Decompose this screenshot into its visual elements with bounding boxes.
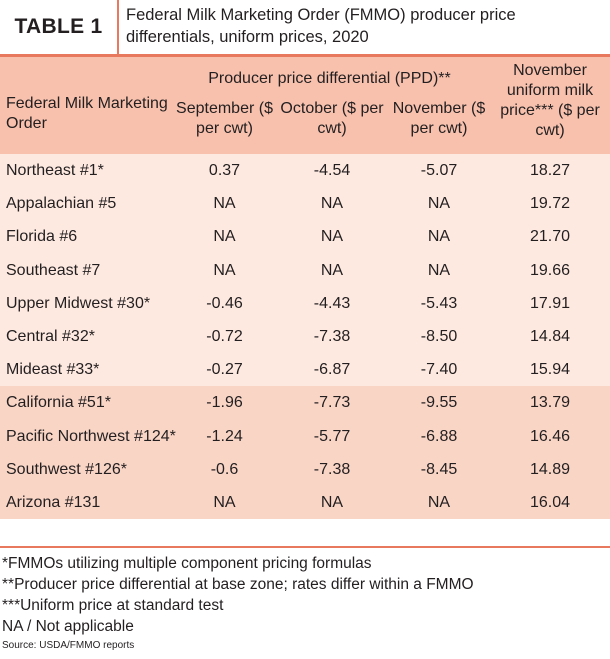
table-row: California #51* -1.96 -7.73 -9.55 13.79: [0, 386, 610, 420]
cell-order: Upper Midwest #30*: [6, 294, 151, 312]
cell-november: -9.55: [420, 394, 458, 412]
table-row: Pacific Northwest #124* -1.24 -5.77 -6.8…: [0, 419, 610, 453]
cell-september: -1.96: [206, 394, 243, 412]
cell-october: NA: [320, 195, 344, 213]
cell-uniform: 17.91: [529, 294, 571, 312]
header-ppd-group: Producer price differential (PPD)**: [208, 70, 451, 87]
cell-november: -6.88: [420, 427, 458, 445]
cell-november: NA: [427, 261, 451, 279]
cell-uniform: 14.84: [529, 327, 571, 345]
header-november: November ($ per cwt): [392, 100, 486, 137]
cell-november: -5.43: [420, 294, 458, 312]
cell-september: NA: [213, 195, 236, 213]
cell-september: -0.46: [206, 294, 243, 312]
cell-uniform: 13.79: [529, 394, 571, 412]
table-row: Appalachian #5 NA NA NA 19.72: [0, 187, 610, 221]
table-row: Upper Midwest #30* -0.46 -4.43 -5.43 17.…: [0, 286, 610, 320]
cell-order: Central #32*: [6, 327, 95, 345]
footnotes: *FMMOs utilizing multiple component pric…: [2, 553, 608, 654]
cell-uniform: 15.94: [529, 361, 571, 379]
footnote: NA / Not applicable: [2, 618, 134, 635]
table-header: Federal Milk Marketing Order Producer pr…: [0, 57, 610, 154]
cell-september: NA: [213, 228, 236, 246]
title-rule: [0, 54, 610, 57]
cell-october: -4.43: [313, 294, 351, 312]
cell-uniform: 16.04: [529, 493, 571, 511]
cell-october: NA: [320, 261, 344, 279]
table-row: Southwest #126* -0.6 -7.38 -8.45 14.89: [0, 452, 610, 486]
cell-november: -5.07: [420, 162, 458, 179]
footnote: *FMMOs utilizing multiple component pric…: [2, 555, 372, 572]
cell-uniform: 19.72: [529, 195, 571, 213]
bottom-rule: [0, 546, 610, 548]
table-title: Federal Milk Marketing Order (FMMO) prod…: [126, 6, 516, 46]
cell-september: -0.27: [206, 361, 243, 379]
table-row: Northeast #1* 0.37 -4.54 -5.07 18.27: [0, 154, 610, 188]
cell-september: -1.24: [206, 427, 243, 445]
header-october: October ($ per cwt): [280, 100, 384, 137]
cell-october: -6.87: [313, 361, 351, 379]
cell-october: -7.38: [313, 460, 351, 478]
cell-uniform: 21.70: [529, 228, 571, 246]
cell-order: Florida #6: [6, 228, 78, 246]
title-bar: TABLE 1 Federal Milk Marketing Order (FM…: [0, 0, 610, 57]
cell-order: Pacific Northwest #124*: [6, 427, 176, 445]
table-row: Arizona #131 NA NA NA 16.04: [0, 485, 610, 520]
cell-order: Mideast #33*: [6, 361, 100, 379]
cell-order: Northeast #1*: [6, 162, 104, 179]
header-september: September ($ per cwt): [176, 100, 273, 137]
cell-october: -5.77: [313, 427, 351, 445]
table-body: Northeast #1* 0.37 -4.54 -5.07 18.27 App…: [0, 154, 610, 520]
header-uniform-price: November uniform milk price*** ($ per cw…: [500, 62, 600, 139]
cell-october: -7.73: [313, 394, 351, 412]
cell-order: Southeast #7: [6, 261, 101, 279]
cell-october: -4.54: [313, 162, 351, 179]
cell-september: -0.72: [206, 327, 243, 345]
footnote: **Producer price differential at base zo…: [2, 576, 474, 593]
cell-uniform: 14.89: [529, 460, 571, 478]
cell-september: NA: [213, 493, 236, 511]
cell-uniform: 16.46: [529, 427, 571, 445]
cell-november: -8.45: [420, 460, 458, 478]
cell-october: NA: [320, 228, 344, 246]
cell-october: NA: [320, 493, 344, 511]
table-row: Mideast #33* -0.27 -6.87 -7.40 15.94: [0, 353, 610, 387]
cell-order: Appalachian #5: [6, 195, 117, 213]
cell-uniform: 18.27: [529, 162, 571, 179]
title-divider: [117, 0, 119, 54]
table-row: Southeast #7 NA NA NA 19.66: [0, 253, 610, 287]
cell-november: -8.50: [420, 327, 458, 345]
cell-october: -7.38: [313, 327, 351, 345]
cell-september: NA: [213, 261, 236, 279]
header-order: Federal Milk Marketing Order: [6, 95, 168, 132]
cell-november: NA: [427, 195, 451, 213]
footnote: ***Uniform price at standard test: [2, 597, 224, 614]
table-row: Central #32* -0.72 -7.38 -8.50 14.84: [0, 319, 610, 354]
cell-uniform: 19.66: [529, 261, 571, 279]
cell-order: Arizona #131: [6, 493, 101, 511]
cell-november: -7.40: [420, 361, 458, 379]
cell-september: 0.37: [208, 162, 241, 179]
cell-september: -0.6: [210, 460, 239, 478]
table-row: Florida #6 NA NA NA 21.70: [0, 220, 610, 254]
cell-november: NA: [427, 493, 451, 511]
source-note: Source: USDA/FMMO reports: [2, 640, 135, 651]
cell-order: California #51*: [6, 394, 111, 412]
table-number: TABLE 1: [14, 15, 103, 38]
cell-order: Southwest #126*: [6, 460, 127, 478]
cell-november: NA: [427, 228, 451, 246]
